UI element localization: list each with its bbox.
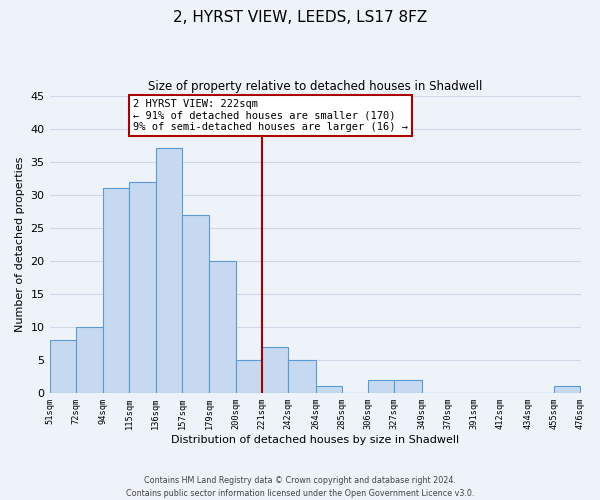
Bar [182, 214, 209, 393]
Bar [76, 327, 103, 393]
X-axis label: Distribution of detached houses by size in Shadwell: Distribution of detached houses by size … [171, 435, 459, 445]
Bar [316, 386, 342, 393]
Bar [262, 347, 288, 393]
Bar [50, 340, 76, 393]
Y-axis label: Number of detached properties: Number of detached properties [15, 156, 25, 332]
Bar [236, 360, 262, 393]
Bar [130, 182, 156, 393]
Bar [288, 360, 316, 393]
Bar [368, 380, 394, 393]
Bar [554, 386, 580, 393]
Bar [394, 380, 422, 393]
Bar [209, 261, 236, 393]
Text: 2 HYRST VIEW: 222sqm
← 91% of detached houses are smaller (170)
9% of semi-detac: 2 HYRST VIEW: 222sqm ← 91% of detached h… [133, 99, 408, 132]
Bar [156, 148, 182, 393]
Bar [103, 188, 130, 393]
Title: Size of property relative to detached houses in Shadwell: Size of property relative to detached ho… [148, 80, 482, 93]
Text: Contains HM Land Registry data © Crown copyright and database right 2024.
Contai: Contains HM Land Registry data © Crown c… [126, 476, 474, 498]
Text: 2, HYRST VIEW, LEEDS, LS17 8FZ: 2, HYRST VIEW, LEEDS, LS17 8FZ [173, 10, 427, 25]
